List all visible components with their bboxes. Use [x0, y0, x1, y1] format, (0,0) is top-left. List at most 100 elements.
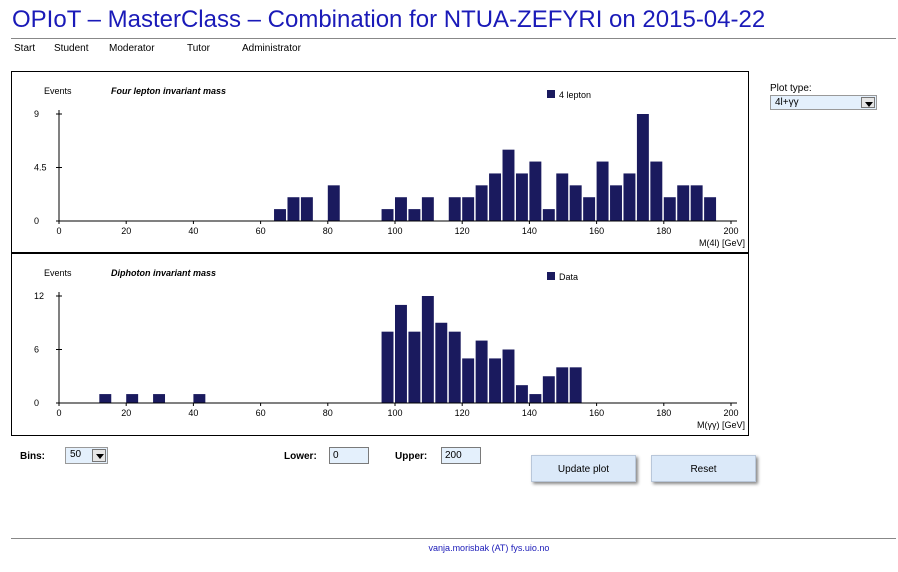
- bar: [502, 349, 515, 403]
- lower-label: Lower:: [284, 451, 317, 462]
- bar: [556, 173, 569, 221]
- x-tick-label: 80: [323, 226, 333, 236]
- y-tick-label: 0: [34, 398, 39, 408]
- nav-tutor[interactable]: Tutor: [187, 43, 210, 54]
- x-tick-label: 160: [589, 226, 604, 236]
- nav-moderator[interactable]: Moderator: [109, 43, 155, 54]
- legend-label: Data: [559, 272, 578, 282]
- bar: [462, 358, 475, 403]
- plot-type-select[interactable]: 4l+γγ: [770, 95, 877, 110]
- nav-student[interactable]: Student: [54, 43, 89, 54]
- bar: [542, 376, 555, 403]
- bar: [327, 185, 340, 221]
- bar: [448, 331, 461, 403]
- bar: [569, 367, 582, 403]
- x-tick-label: 40: [188, 226, 198, 236]
- bar: [408, 331, 421, 403]
- bar: [475, 185, 488, 221]
- bins-select[interactable]: 50: [65, 447, 108, 464]
- bar: [274, 209, 286, 221]
- y-axis-label: Events: [44, 268, 72, 278]
- x-tick-label: 40: [188, 408, 198, 418]
- bar: [421, 197, 434, 221]
- x-axis-label: M(γγ) [GeV]: [697, 420, 745, 430]
- chart-title: Diphoton invariant mass: [111, 268, 216, 278]
- x-tick-label: 100: [387, 408, 402, 418]
- x-tick-label: 60: [256, 226, 266, 236]
- x-tick-label: 140: [522, 408, 537, 418]
- update-plot-button[interactable]: Update plot: [531, 455, 636, 482]
- bar: [690, 185, 703, 221]
- bar: [704, 197, 717, 221]
- plot-type-value: 4l+γγ: [775, 97, 799, 108]
- x-tick-label: 0: [56, 226, 61, 236]
- upper-input[interactable]: 200: [441, 447, 481, 464]
- x-tick-label: 160: [589, 408, 604, 418]
- y-tick-label: 9: [34, 109, 39, 119]
- reset-button[interactable]: Reset: [651, 455, 756, 482]
- y-tick-label: 6: [34, 345, 39, 355]
- bar: [623, 173, 636, 221]
- bar: [462, 197, 475, 221]
- bar: [300, 197, 313, 221]
- upper-label: Upper:: [395, 451, 428, 462]
- bar: [650, 161, 663, 221]
- bar: [381, 331, 394, 403]
- bar: [408, 209, 421, 221]
- lower-input[interactable]: 0: [329, 447, 369, 464]
- bar: [475, 340, 488, 403]
- x-axis-label: M(4l) [GeV]: [699, 238, 745, 248]
- x-tick-label: 140: [522, 226, 537, 236]
- diphoton-chart: 0 20 40 60 80 100 120 140 160 180 200 0 6 12 Events Dip…: [34, 268, 745, 430]
- bar: [395, 197, 407, 221]
- x-tick-label: 180: [656, 226, 671, 236]
- chevron-down-icon[interactable]: [92, 449, 106, 462]
- y-tick-label: 0: [34, 216, 39, 226]
- bar: [529, 394, 542, 403]
- bar: [153, 394, 166, 403]
- bar: [542, 209, 555, 221]
- bins-label: Bins:: [20, 451, 45, 462]
- chart-title: Four lepton invariant mass: [111, 86, 226, 96]
- y-tick-label: 12: [34, 291, 44, 301]
- footer-divider: [11, 538, 896, 539]
- chevron-down-icon[interactable]: [861, 97, 875, 108]
- bar: [287, 197, 300, 221]
- bar: [515, 173, 528, 221]
- header-divider: [11, 38, 896, 39]
- bar: [677, 185, 690, 221]
- nav-administrator[interactable]: Administrator: [242, 43, 301, 54]
- bar: [395, 304, 407, 403]
- bar: [569, 185, 582, 221]
- y-axis-label: Events: [44, 86, 72, 96]
- bar: [421, 296, 434, 403]
- bar: [596, 161, 609, 221]
- bar: [583, 197, 596, 221]
- bar: [126, 394, 139, 403]
- x-tick-label: 20: [121, 226, 131, 236]
- footer-contact: vanja.morisbak (AT) fys.uio.no: [428, 543, 550, 553]
- bar: [636, 114, 649, 221]
- page-title: OPIoT – MasterClass – Combination for NT…: [12, 6, 766, 33]
- x-tick-label: 200: [723, 226, 738, 236]
- x-tick-label: 60: [256, 408, 266, 418]
- bar: [663, 197, 676, 221]
- bar: [448, 197, 461, 221]
- y-tick-label: 4.5: [34, 163, 47, 173]
- bar: [515, 385, 528, 403]
- bins-value: 50: [70, 449, 82, 460]
- bar: [193, 394, 206, 403]
- legend-swatch: [547, 90, 555, 98]
- legend-swatch: [547, 272, 555, 280]
- bar: [556, 367, 569, 403]
- nav-start[interactable]: Start: [14, 43, 36, 54]
- plot-divider: [11, 252, 749, 254]
- x-tick-label: 120: [455, 408, 470, 418]
- plot-type-label: Plot type:: [770, 83, 812, 94]
- footer: vanja.morisbak (AT) fys.uio.no: [0, 543, 898, 553]
- x-tick-label: 180: [656, 408, 671, 418]
- legend-label: 4 lepton: [559, 90, 591, 100]
- bar: [381, 209, 394, 221]
- bar: [435, 322, 448, 403]
- bar: [610, 185, 622, 221]
